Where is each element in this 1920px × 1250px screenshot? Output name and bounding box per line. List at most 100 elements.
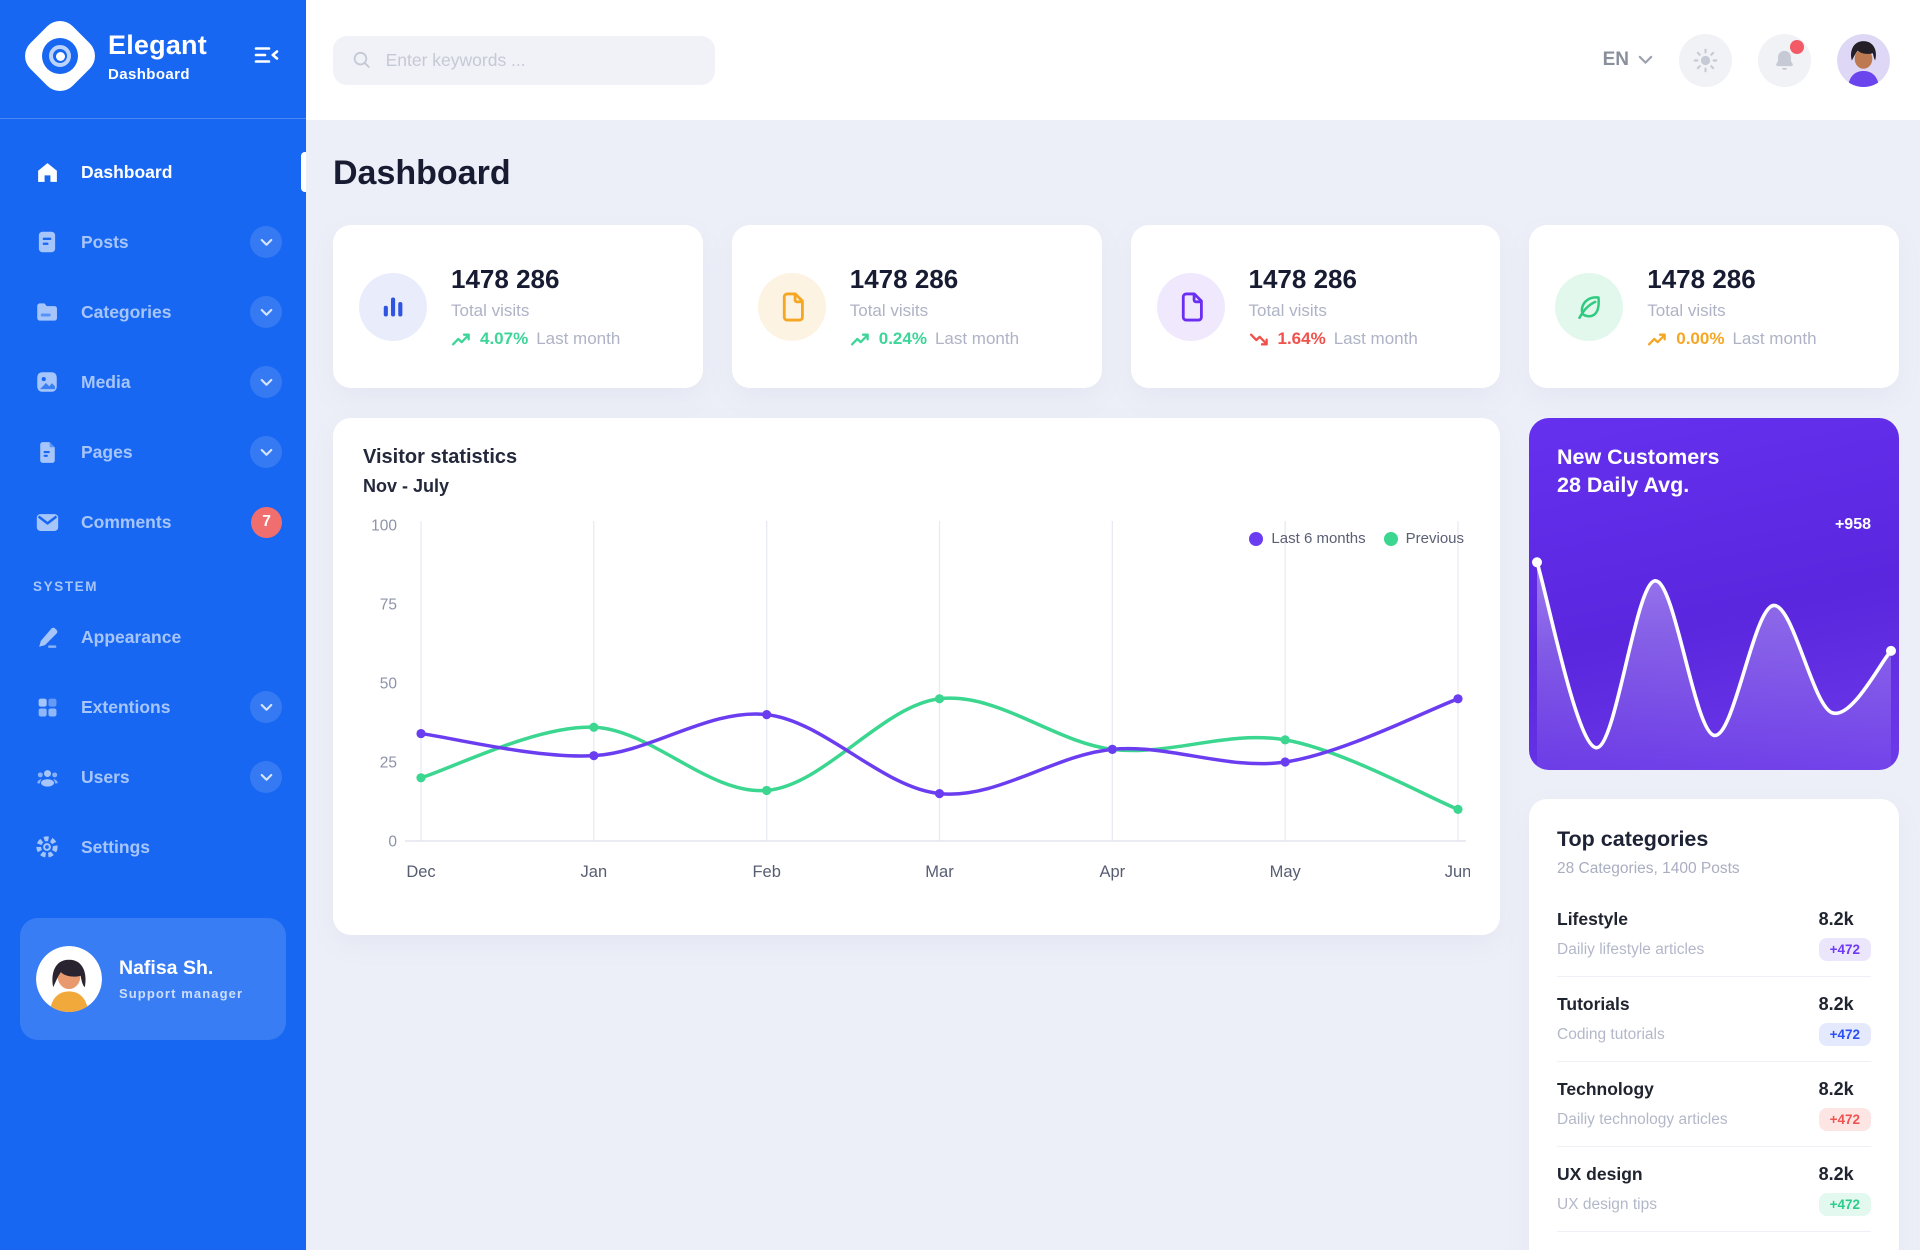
users-icon <box>33 764 61 791</box>
category-growth-badge: +472 <box>1818 1023 1871 1046</box>
sidebar-item-dashboard[interactable]: Dashboard <box>0 143 306 201</box>
sidebar-item-media[interactable]: Media <box>0 353 306 411</box>
theme-toggle-button[interactable] <box>1679 33 1732 87</box>
profile-avatar[interactable] <box>1837 33 1890 87</box>
svg-text:Feb: Feb <box>752 863 780 881</box>
collapse-menu-icon <box>254 46 279 63</box>
settings-icon <box>33 834 61 860</box>
chart-subtitle: Nov - July <box>363 476 450 496</box>
avatar-nafisa <box>36 946 102 1012</box>
stats-row: 1478 286 Total visits 4.07% Last month 1478 … <box>333 225 1899 388</box>
svg-text:0: 0 <box>388 834 397 851</box>
media-icon <box>33 369 61 395</box>
quill-icon <box>1555 272 1624 341</box>
category-count: 8.2k <box>1818 994 1854 1014</box>
category-description: Dailiy technology articles <box>1557 1110 1728 1128</box>
sidebar-item-label: Dashboard <box>81 161 173 182</box>
sidebar: Elegant Dashboard Dashboard Posts Categori… <box>0 0 306 1250</box>
stat-card-3: 1478 286 Total visits 1.64% Last month <box>1130 225 1501 388</box>
category-count: 8.2k <box>1818 1079 1854 1099</box>
sidebar-item-users[interactable]: Users <box>0 748 306 806</box>
trend-up-icon <box>451 331 472 348</box>
sidebar-item-settings[interactable]: Settings <box>0 818 306 876</box>
legend-label: Previous <box>1405 530 1464 547</box>
stat-trend-value: 0.00% <box>1676 329 1725 348</box>
extentions-icon <box>33 695 61 720</box>
category-growth-badge: +472 <box>1818 1108 1871 1131</box>
main-content: Dashboard 1478 286 Total visits 4.07% Last … <box>306 120 1920 1250</box>
language-selector[interactable]: EN <box>1603 49 1653 71</box>
chevron-down-icon[interactable] <box>250 366 282 398</box>
svg-text:50: 50 <box>380 676 398 693</box>
category-count: 8.2k <box>1818 909 1854 929</box>
stat-card-2: 1478 286 Total visits 0.24% Last month <box>731 225 1102 388</box>
chart-legend: Last 6 months Previous <box>1249 530 1464 547</box>
top-categories-subtitle: 28 Categories, 1400 Posts <box>1557 860 1740 877</box>
sidebar-item-comments[interactable]: Comments 7 <box>0 493 306 551</box>
chevron-down-icon[interactable] <box>250 226 282 258</box>
comments-icon <box>33 509 61 536</box>
sidebar-system-nav: Appearance Extentions Users Settings <box>0 608 306 888</box>
page-title: Dashboard <box>333 154 511 192</box>
category-row-tutorials[interactable]: Tutorials 8.2k Coding tutorials +472 <box>1557 977 1871 1062</box>
user-role: Support manager <box>119 986 244 1001</box>
legend-dot-icon <box>1249 531 1264 546</box>
category-row-lifestyle[interactable]: Lifestyle 8.2k Dailiy lifestyle articles +4… <box>1557 892 1871 977</box>
svg-text:Mar: Mar <box>925 863 954 881</box>
svg-text:Jan: Jan <box>581 863 608 881</box>
stat-value: 1478 286 <box>849 264 959 294</box>
stat-trend-value: 1.64% <box>1277 329 1326 348</box>
trend-up-icon <box>850 331 871 348</box>
chevron-down-icon[interactable] <box>250 691 282 723</box>
sidebar-item-posts[interactable]: Posts <box>0 213 306 271</box>
svg-text:Dec: Dec <box>406 863 435 881</box>
legend-dot-icon <box>1383 531 1398 546</box>
stat-trend-value: 4.07% <box>480 329 529 348</box>
system-section-label: SYSTEM <box>33 579 99 594</box>
user-name: Nafisa Sh. <box>119 957 214 979</box>
sidebar-item-appearance[interactable]: Appearance <box>0 608 306 666</box>
visitor-statistics-chart: 0 25 50 75 100 Dec Jan Feb Mar Apr May Jun <box>371 518 1471 882</box>
stat-label: Total visits <box>1248 301 1327 320</box>
bell-icon <box>1776 50 1793 70</box>
sidebar-item-label: Pages <box>81 441 133 462</box>
legend-label: Last 6 months <box>1271 530 1366 547</box>
category-growth-badge: +472 <box>1818 938 1871 961</box>
visitor-statistics-card: Visitor statistics Nov - July Last 6 mon… <box>333 418 1500 935</box>
chevron-down-icon[interactable] <box>250 436 282 468</box>
notifications-button[interactable] <box>1758 33 1811 87</box>
trend-up-icon <box>1647 331 1668 348</box>
search-box[interactable] <box>333 35 715 85</box>
category-row-technology[interactable]: Technology 8.2k Dailiy technology articles… <box>1557 1062 1871 1147</box>
sidebar-item-extentions[interactable]: Extentions <box>0 678 306 736</box>
bar-chart-icon <box>359 272 427 341</box>
chevron-down-icon[interactable] <box>250 761 282 793</box>
sidebar-collapse-button[interactable] <box>249 41 284 72</box>
svg-text:May: May <box>1270 863 1302 881</box>
new-customers-card: New Customers 28 Daily Avg. +958 <box>1529 418 1899 770</box>
sidebar-item-categories[interactable]: Categories <box>0 283 306 341</box>
svg-text:Apr: Apr <box>1099 863 1125 881</box>
search-input[interactable] <box>385 49 697 71</box>
sidebar-item-label: Extentions <box>81 696 171 717</box>
sidebar-item-pages[interactable]: Pages <box>0 423 306 481</box>
category-name: Tutorials <box>1557 994 1630 1014</box>
top-categories-list: Lifestyle 8.2k Dailiy lifestyle articles +4… <box>1557 892 1871 1250</box>
sidebar-user-card[interactable]: Nafisa Sh. Support manager <box>20 918 286 1040</box>
trend-down-icon <box>1249 331 1270 348</box>
stat-period: Last month <box>934 329 1020 348</box>
chart-title: Visitor statistics <box>363 446 518 468</box>
category-row-interaction-tips[interactable]: Interaction tips8.2k+472 <box>1557 1232 1871 1250</box>
comments-count-badge: 7 <box>251 506 282 538</box>
pages-icon <box>33 440 61 465</box>
sidebar-divider <box>0 118 306 119</box>
chevron-down-icon[interactable] <box>250 296 282 328</box>
category-row-ux-design[interactable]: UX design 8.2k UX design tips +472 <box>1557 1147 1871 1232</box>
top-categories-card: Top categories 28 Categories, 1400 Posts… <box>1529 799 1899 1250</box>
logo-title: Elegant <box>108 29 207 60</box>
stat-label: Total visits <box>849 301 929 320</box>
svg-text:25: 25 <box>380 755 397 772</box>
sidebar-item-label: Settings <box>81 836 151 857</box>
category-growth-badge: +472 <box>1818 1193 1871 1216</box>
home-icon <box>33 160 61 185</box>
